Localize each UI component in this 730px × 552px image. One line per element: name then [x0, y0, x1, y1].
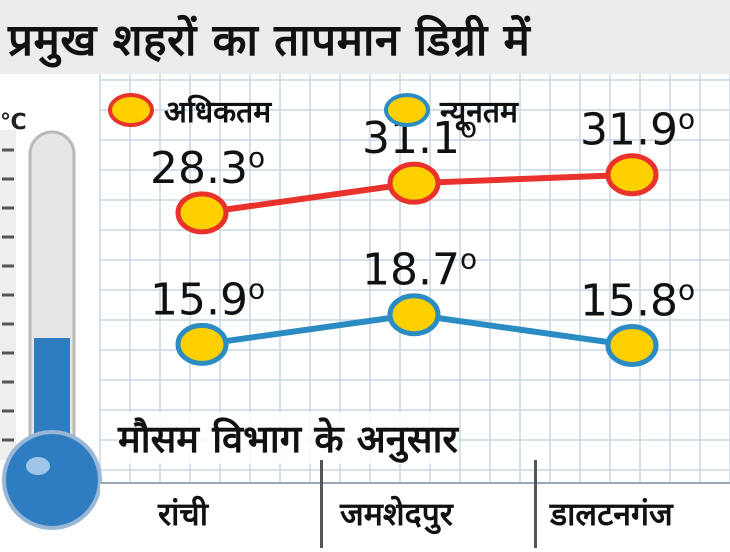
teal-circle-icon: [384, 93, 430, 127]
data-point-max: [175, 191, 229, 235]
degree-symbol: o: [678, 273, 695, 306]
data-label-max: 28.3o: [150, 141, 265, 194]
thermometer-ticks: [2, 148, 14, 442]
data-point-min: [387, 293, 441, 337]
category-separator: [534, 460, 537, 548]
legend-label-max: अधिकतम: [164, 94, 272, 130]
chart-title: प्रमुख शहरों का तापमान डिग्री में: [8, 15, 531, 66]
category-separator: [320, 460, 323, 548]
degree-symbol: o: [460, 111, 477, 144]
data-point-min: [605, 323, 659, 367]
orange-circle-icon: [108, 93, 154, 127]
category-strip: [100, 482, 730, 550]
data-label-min: 15.8o: [580, 273, 695, 326]
thermometer-bulb: [2, 430, 102, 530]
degree-symbol: o: [460, 243, 477, 276]
data-point-max: [605, 153, 659, 197]
data-label-min: 15.9o: [150, 272, 265, 325]
data-label-max: 31.9o: [580, 103, 695, 156]
source-note: मौसम विभाग के अनुसार: [118, 412, 458, 464]
series-layer: [175, 153, 659, 367]
data-point-min: [175, 322, 229, 366]
thermometer-icon: [0, 130, 102, 530]
category-label: जमशेदपुर: [340, 495, 453, 533]
thermometer-highlight: [26, 457, 50, 475]
degree-symbol: o: [248, 141, 265, 174]
category-label: रांची: [158, 495, 208, 533]
data-label-min: 18.7o: [362, 243, 477, 296]
title-bar: प्रमुख शहरों का तापमान डिग्री में: [0, 0, 730, 74]
legend-label-min: न्यूनतम: [440, 94, 518, 130]
data-point-max: [387, 161, 441, 205]
degree-symbol: o: [678, 103, 695, 136]
unit-label: ℃: [0, 110, 27, 135]
category-label: डालटनगंज: [550, 495, 673, 533]
degree-symbol: o: [248, 272, 265, 305]
legend-item-min: न्यूनतम: [384, 88, 518, 132]
legend-item-max: अधिकतम: [108, 88, 271, 132]
